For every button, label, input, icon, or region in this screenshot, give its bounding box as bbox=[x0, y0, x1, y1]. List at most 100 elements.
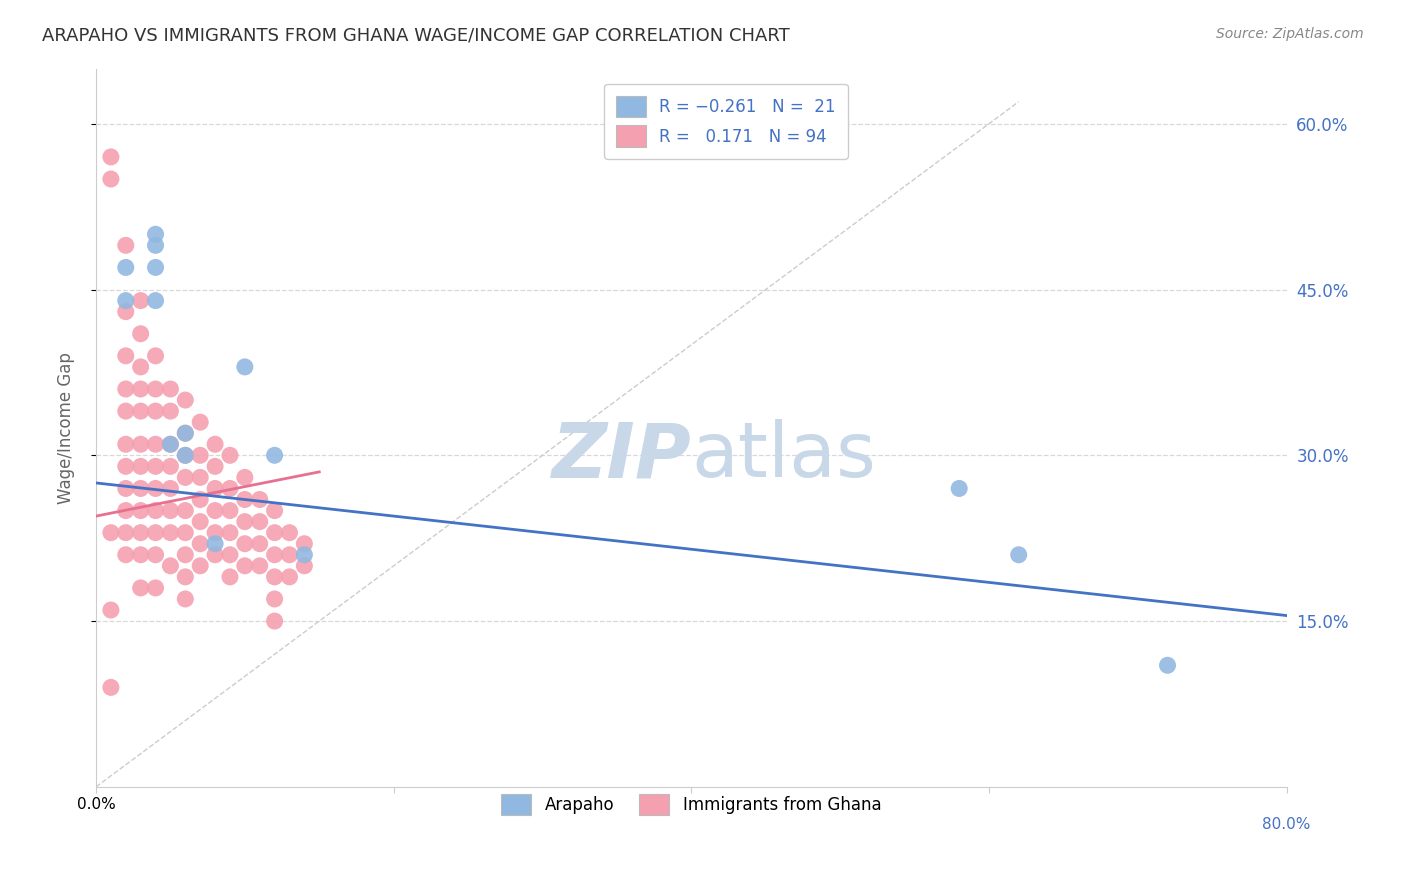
Point bbox=[129, 359, 152, 374]
Point bbox=[278, 525, 301, 540]
Point bbox=[145, 227, 167, 242]
Text: ARAPAHO VS IMMIGRANTS FROM GHANA WAGE/INCOME GAP CORRELATION CHART: ARAPAHO VS IMMIGRANTS FROM GHANA WAGE/IN… bbox=[42, 27, 790, 45]
Point bbox=[278, 548, 301, 562]
Point bbox=[174, 591, 197, 606]
Point bbox=[145, 525, 167, 540]
Point bbox=[188, 537, 211, 551]
Point bbox=[114, 238, 136, 252]
Point bbox=[263, 448, 285, 462]
Point bbox=[188, 492, 211, 507]
Point bbox=[129, 525, 152, 540]
Point bbox=[278, 570, 301, 584]
Point bbox=[263, 591, 285, 606]
Point bbox=[263, 525, 285, 540]
Point bbox=[1008, 548, 1031, 562]
Point bbox=[129, 482, 152, 496]
Point bbox=[114, 404, 136, 418]
Point bbox=[159, 482, 181, 496]
Y-axis label: Wage/Income Gap: Wage/Income Gap bbox=[58, 351, 75, 504]
Point bbox=[233, 558, 256, 573]
Point bbox=[1156, 658, 1178, 673]
Point bbox=[145, 349, 167, 363]
Point bbox=[263, 614, 285, 628]
Point bbox=[114, 304, 136, 318]
Point bbox=[292, 537, 315, 551]
Point bbox=[188, 448, 211, 462]
Point bbox=[129, 503, 152, 517]
Point bbox=[114, 548, 136, 562]
Point bbox=[948, 482, 970, 496]
Point bbox=[114, 293, 136, 308]
Point bbox=[145, 293, 167, 308]
Legend: Arapaho, Immigrants from Ghana: Arapaho, Immigrants from Ghana bbox=[495, 787, 889, 822]
Point bbox=[114, 382, 136, 396]
Point bbox=[219, 448, 242, 462]
Point bbox=[233, 537, 256, 551]
Point bbox=[129, 404, 152, 418]
Point bbox=[129, 326, 152, 341]
Point bbox=[129, 548, 152, 562]
Point bbox=[159, 404, 181, 418]
Point bbox=[174, 470, 197, 484]
Point bbox=[233, 515, 256, 529]
Point bbox=[204, 548, 226, 562]
Point bbox=[204, 503, 226, 517]
Point bbox=[129, 437, 152, 451]
Point bbox=[100, 172, 122, 186]
Point bbox=[233, 470, 256, 484]
Point bbox=[188, 470, 211, 484]
Point bbox=[145, 404, 167, 418]
Point bbox=[129, 382, 152, 396]
Point bbox=[174, 570, 197, 584]
Point bbox=[233, 492, 256, 507]
Point bbox=[174, 503, 197, 517]
Point bbox=[145, 482, 167, 496]
Point bbox=[114, 482, 136, 496]
Point bbox=[145, 503, 167, 517]
Point bbox=[174, 392, 197, 407]
Point bbox=[233, 359, 256, 374]
Point bbox=[145, 548, 167, 562]
Point bbox=[204, 437, 226, 451]
Point bbox=[204, 459, 226, 474]
Point bbox=[219, 548, 242, 562]
Point bbox=[174, 448, 197, 462]
Point bbox=[100, 150, 122, 164]
Point bbox=[145, 459, 167, 474]
Point bbox=[174, 525, 197, 540]
Point bbox=[114, 437, 136, 451]
Point bbox=[129, 293, 152, 308]
Point bbox=[114, 349, 136, 363]
Text: atlas: atlas bbox=[692, 419, 876, 493]
Point bbox=[204, 482, 226, 496]
Point bbox=[100, 681, 122, 695]
Point bbox=[174, 426, 197, 441]
Point bbox=[249, 515, 271, 529]
Point bbox=[219, 570, 242, 584]
Point bbox=[174, 426, 197, 441]
Point bbox=[204, 525, 226, 540]
Point bbox=[219, 482, 242, 496]
Point bbox=[145, 437, 167, 451]
Point bbox=[219, 503, 242, 517]
Text: ZIP: ZIP bbox=[551, 419, 692, 493]
Point bbox=[159, 437, 181, 451]
Point bbox=[159, 525, 181, 540]
Point bbox=[263, 570, 285, 584]
Point bbox=[188, 415, 211, 429]
Point bbox=[219, 525, 242, 540]
Point bbox=[188, 515, 211, 529]
Point bbox=[159, 437, 181, 451]
Point bbox=[159, 382, 181, 396]
Point bbox=[174, 448, 197, 462]
Point bbox=[114, 525, 136, 540]
Point bbox=[114, 260, 136, 275]
Point bbox=[145, 382, 167, 396]
Text: 80.0%: 80.0% bbox=[1263, 817, 1310, 832]
Text: Source: ZipAtlas.com: Source: ZipAtlas.com bbox=[1216, 27, 1364, 41]
Point bbox=[249, 492, 271, 507]
Point bbox=[145, 238, 167, 252]
Point bbox=[249, 558, 271, 573]
Point bbox=[263, 548, 285, 562]
Point bbox=[129, 459, 152, 474]
